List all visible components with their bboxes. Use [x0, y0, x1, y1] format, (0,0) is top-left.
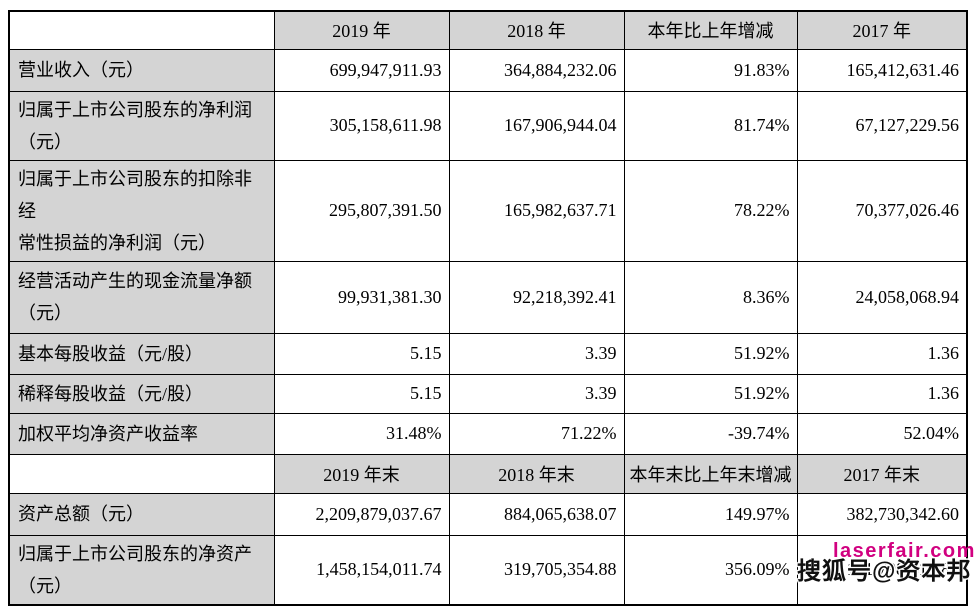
cell-value: 67,127,229.56 — [796, 90, 968, 161]
cell-value: 92,218,392.41 — [448, 260, 625, 334]
table-row-total-assets: 资产总额（元） 2,209,879,037.67 884,065,638.07 … — [8, 492, 968, 536]
cell-value: 3.39 — [448, 373, 625, 414]
financial-summary-table: 2019 年 2018 年 本年比上年增减 2017 年 营业收入（元） 699… — [8, 10, 968, 606]
cell-value: 382,730,342.60 — [796, 492, 968, 536]
cell-value: 5.15 — [273, 373, 450, 414]
column-header-yoy-change: 本年比上年增减 — [623, 10, 798, 50]
corner-cell — [8, 453, 275, 494]
cell-value: 364,884,232.06 — [448, 48, 625, 92]
sohu-account-watermark: 搜狐号@资本邦 — [797, 558, 972, 585]
cell-value: 1.36 — [796, 373, 968, 414]
corner-cell — [8, 10, 275, 50]
column-header-2018-end: 2018 年末 — [448, 453, 625, 494]
cell-value: 99,931,381.30 — [273, 260, 450, 334]
table-row-diluted-eps: 稀释每股收益（元/股） 5.15 3.39 51.92% 1.36 — [8, 373, 968, 414]
cell-value: 91.83% — [623, 48, 798, 92]
cell-value: 165,412,631.46 — [796, 48, 968, 92]
table-row-weighted-avg-roe: 加权平均净资产收益率 31.48% 71.22% -39.74% 52.04% — [8, 412, 968, 455]
cell-value: 81.74% — [623, 90, 798, 161]
cell-value: 52.04% — [796, 412, 968, 455]
cell-value: 70,377,026.46 — [796, 159, 968, 262]
row-label: 资产总额（元） — [8, 492, 275, 536]
table-header-row-yearend: 2019 年末 2018 年末 本年末比上年末增减 2017 年末 — [8, 453, 968, 494]
cell-value: 2,209,879,037.67 — [273, 492, 450, 536]
cell-value: -39.74% — [623, 412, 798, 455]
row-label: 归属于上市公司股东的扣除非经 常性损益的净利润（元） — [8, 159, 275, 262]
row-label: 归属于上市公司股东的净资产 （元） — [8, 534, 275, 605]
cell-value: 699,947,911.93 — [273, 48, 450, 92]
cell-value: 167,906,944.04 — [448, 90, 625, 161]
laserfair-watermark: laserfair.com — [833, 540, 976, 562]
cell-value: 295,807,391.50 — [273, 159, 450, 262]
table-row-deducted-net-profit: 归属于上市公司股东的扣除非经 常性损益的净利润（元） 295,807,391.5… — [8, 159, 968, 262]
cell-value: 3.39 — [448, 332, 625, 375]
cell-value: 51.92% — [623, 373, 798, 414]
cell-value: 8.36% — [623, 260, 798, 334]
table-row-net-profit: 归属于上市公司股东的净利润 （元） 305,158,611.98 167,906… — [8, 90, 968, 161]
cell-value: 24,058,068.94 — [796, 260, 968, 334]
table-row-operating-cashflow: 经营活动产生的现金流量净额 （元） 99,931,381.30 92,218,3… — [8, 260, 968, 334]
table-header-row-annual: 2019 年 2018 年 本年比上年增减 2017 年 — [8, 10, 968, 50]
cell-value: 1,458,154,011.74 — [273, 534, 450, 605]
cell-value: 884,065,638.07 — [448, 492, 625, 536]
row-label: 基本每股收益（元/股） — [8, 332, 275, 375]
column-header-2019-end: 2019 年末 — [273, 453, 450, 494]
cell-value: 319,705,354.88 — [448, 534, 625, 605]
row-label: 归属于上市公司股东的净利润 （元） — [8, 90, 275, 161]
table-row-basic-eps: 基本每股收益（元/股） 5.15 3.39 51.92% 1.36 — [8, 332, 968, 375]
column-header-yearend-change: 本年末比上年末增减 — [623, 453, 798, 494]
cell-value: 71.22% — [448, 412, 625, 455]
cell-value: 165,982,637.71 — [448, 159, 625, 262]
row-label: 稀释每股收益（元/股） — [8, 373, 275, 414]
column-header-2017: 2017 年 — [796, 10, 968, 50]
row-label: 加权平均净资产收益率 — [8, 412, 275, 455]
cell-value: 149.97% — [623, 492, 798, 536]
table-row-revenue: 营业收入（元） 699,947,911.93 364,884,232.06 91… — [8, 48, 968, 92]
cell-value: 51.92% — [623, 332, 798, 375]
cell-value: 78.22% — [623, 159, 798, 262]
cell-value: 5.15 — [273, 332, 450, 375]
cell-value: 356.09% — [623, 534, 798, 605]
column-header-2017-end: 2017 年末 — [796, 453, 968, 494]
column-header-2018: 2018 年 — [448, 10, 625, 50]
cell-value: 305,158,611.98 — [273, 90, 450, 161]
column-header-2019: 2019 年 — [273, 10, 450, 50]
cell-value: 31.48% — [273, 412, 450, 455]
financial-report-page: 2019 年 2018 年 本年比上年增减 2017 年 营业收入（元） 699… — [8, 10, 976, 606]
cell-value: 1.36 — [796, 332, 968, 375]
row-label: 经营活动产生的现金流量净额 （元） — [8, 260, 275, 334]
row-label: 营业收入（元） — [8, 48, 275, 92]
